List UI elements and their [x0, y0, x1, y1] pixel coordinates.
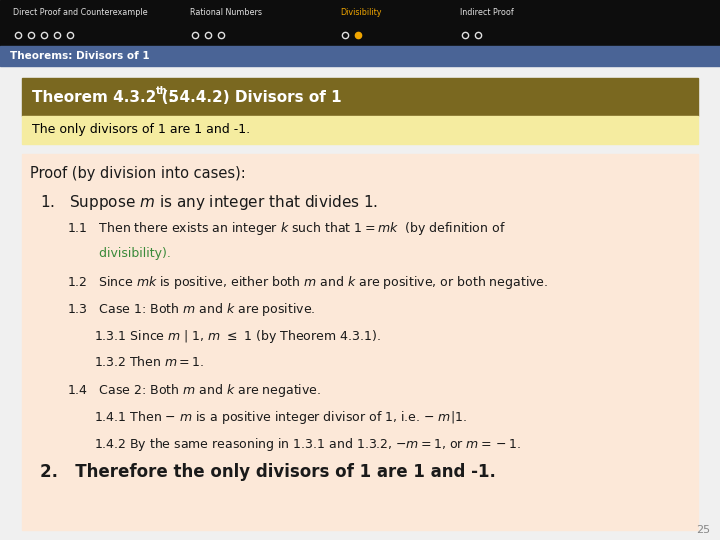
Text: 2.   Therefore the only divisors of 1 are 1 and -1.: 2. Therefore the only divisors of 1 are …	[40, 463, 496, 481]
Text: Proof (by division into cases):: Proof (by division into cases):	[30, 166, 246, 181]
Text: 1.   Suppose $m$ is any integer that divides 1.: 1. Suppose $m$ is any integer that divid…	[40, 193, 378, 212]
Bar	[0, 0, 720, 46]
Text: Direct Proof and Counterexample: Direct Proof and Counterexample	[13, 8, 148, 17]
Text: Indirect Proof: Indirect Proof	[460, 8, 514, 17]
Text: Theorem 4.3.2 (5: Theorem 4.3.2 (5	[32, 90, 179, 105]
Text: 1.3.1 Since $m$ | 1, $m$ $\leq$ 1 (by Theorem 4.3.1).: 1.3.1 Since $m$ | 1, $m$ $\leq$ 1 (by Th…	[94, 328, 381, 345]
Text: Divisibility: Divisibility	[340, 8, 382, 17]
Text: The only divisors of 1 are 1 and -1.: The only divisors of 1 are 1 and -1.	[32, 124, 250, 137]
Bar	[22, 78, 698, 116]
Bar	[0, 46, 720, 66]
Text: th: th	[156, 86, 168, 96]
Text: 1.4.1 Then $-$ $m$ is a positive integer divisor of 1, i.e. $-$ $m$|1.: 1.4.1 Then $-$ $m$ is a positive integer…	[94, 409, 467, 426]
Text: Rational Numbers: Rational Numbers	[190, 8, 262, 17]
Text: 25: 25	[696, 525, 710, 535]
Text: 1.4   Case 2: Both $m$ and $k$ are negative.: 1.4 Case 2: Both $m$ and $k$ are negativ…	[67, 382, 321, 399]
Text: divisibility).: divisibility).	[67, 247, 171, 260]
Text: : 4.4.2) Divisors of 1: : 4.4.2) Divisors of 1	[168, 90, 341, 105]
Text: Theorems: Divisors of 1: Theorems: Divisors of 1	[10, 51, 150, 61]
Bar	[22, 116, 698, 144]
Text: 1.2   Since $mk$ is positive, either both $m$ and $k$ are positive, or both nega: 1.2 Since $mk$ is positive, either both …	[67, 274, 548, 291]
Text: 1.3   Case 1: Both $m$ and $k$ are positive.: 1.3 Case 1: Both $m$ and $k$ are positiv…	[67, 301, 315, 318]
Text: 1.3.2 Then $m = 1$.: 1.3.2 Then $m = 1$.	[94, 355, 204, 369]
Text: 1.4.2 By the same reasoning in 1.3.1 and 1.3.2, $-m = 1$, or $m = -1$.: 1.4.2 By the same reasoning in 1.3.1 and…	[94, 436, 521, 453]
Bar	[22, 154, 698, 530]
Text: 1.1   Then there exists an integer $k$ such that $1 = mk$  (by definition of: 1.1 Then there exists an integer $k$ suc…	[67, 220, 505, 237]
